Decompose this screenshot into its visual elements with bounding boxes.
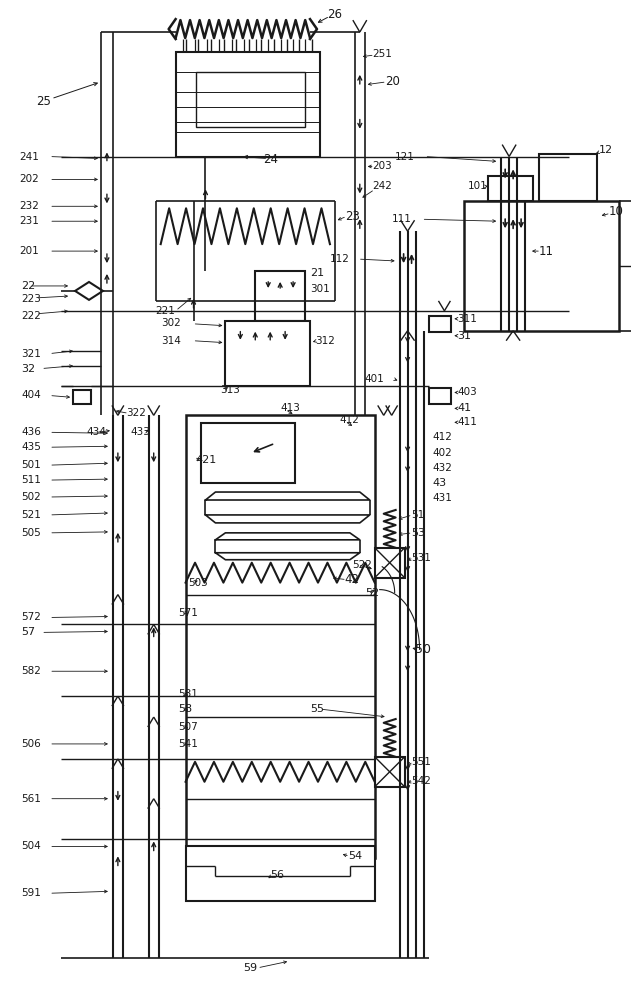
Text: 572: 572 <box>21 612 41 622</box>
Text: 312: 312 <box>315 336 335 346</box>
Text: 53: 53 <box>411 528 425 538</box>
Text: 591: 591 <box>21 888 41 898</box>
Text: 32: 32 <box>21 364 35 374</box>
Bar <box>255 271 305 321</box>
Bar <box>375 548 404 578</box>
Text: 202: 202 <box>20 174 39 184</box>
Text: 22: 22 <box>21 281 35 291</box>
Text: 41: 41 <box>458 403 471 413</box>
Text: 232: 232 <box>20 201 39 211</box>
Text: 23: 23 <box>345 210 360 223</box>
Text: 52: 52 <box>365 588 379 598</box>
Text: 54: 54 <box>348 851 362 861</box>
Text: 521: 521 <box>21 510 41 520</box>
Text: 221: 221 <box>155 306 176 316</box>
Text: 10: 10 <box>609 205 624 218</box>
Text: 561: 561 <box>21 794 41 804</box>
Text: 431: 431 <box>432 493 453 503</box>
Text: 31: 31 <box>458 331 471 341</box>
Text: 421: 421 <box>195 455 217 465</box>
Text: 502: 502 <box>21 492 41 502</box>
Text: 121: 121 <box>394 152 415 162</box>
Bar <box>539 154 597 201</box>
Text: 433: 433 <box>131 427 150 437</box>
Text: 412: 412 <box>340 415 360 425</box>
Text: 242: 242 <box>373 181 392 191</box>
Text: 401: 401 <box>365 374 384 384</box>
Text: 542: 542 <box>411 776 432 786</box>
Text: 51: 51 <box>411 510 425 520</box>
Text: 50: 50 <box>415 643 430 656</box>
Text: 503: 503 <box>188 578 209 588</box>
Bar <box>375 757 404 787</box>
Bar <box>430 388 451 404</box>
Text: 435: 435 <box>21 442 41 452</box>
Text: 12: 12 <box>599 145 613 155</box>
Text: 506: 506 <box>21 739 41 749</box>
Text: 322: 322 <box>126 408 146 418</box>
Text: 413: 413 <box>280 403 300 413</box>
Text: 511: 511 <box>21 475 41 485</box>
Text: 504: 504 <box>21 841 41 851</box>
Text: 436: 436 <box>21 427 41 437</box>
Bar <box>489 176 533 201</box>
Text: 402: 402 <box>432 448 453 458</box>
Bar <box>73 390 91 404</box>
Text: 505: 505 <box>21 528 41 538</box>
Text: 55: 55 <box>310 704 324 714</box>
Text: 404: 404 <box>21 390 41 400</box>
Text: 582: 582 <box>21 666 41 676</box>
Text: 24: 24 <box>263 153 277 166</box>
Bar <box>465 201 619 331</box>
Text: 551: 551 <box>411 757 432 767</box>
Text: 311: 311 <box>458 314 477 324</box>
Text: 581: 581 <box>179 689 198 699</box>
Text: 11: 11 <box>539 245 554 258</box>
Text: 231: 231 <box>20 216 39 226</box>
Text: 42: 42 <box>345 573 360 586</box>
Text: 571: 571 <box>179 608 198 618</box>
Text: 241: 241 <box>20 152 39 162</box>
Text: 20: 20 <box>385 75 399 88</box>
Text: 412: 412 <box>432 432 453 442</box>
Bar <box>176 52 320 157</box>
Text: 313: 313 <box>221 385 240 395</box>
Text: 111: 111 <box>392 214 411 224</box>
Text: 43: 43 <box>432 478 447 488</box>
Bar <box>186 846 375 901</box>
Text: 432: 432 <box>432 463 453 473</box>
Bar <box>186 415 375 858</box>
Text: 434: 434 <box>86 427 106 437</box>
Text: 203: 203 <box>373 161 392 171</box>
Text: 314: 314 <box>161 336 181 346</box>
Bar <box>200 423 295 483</box>
Text: 541: 541 <box>179 739 198 749</box>
Text: 501: 501 <box>21 460 41 470</box>
Text: 507: 507 <box>179 722 198 732</box>
Text: 112: 112 <box>330 254 350 264</box>
Text: 251: 251 <box>373 49 392 59</box>
Text: 59: 59 <box>243 963 257 973</box>
Text: 301: 301 <box>310 284 330 294</box>
Bar <box>430 316 451 332</box>
Text: 321: 321 <box>21 349 41 359</box>
Text: 26: 26 <box>327 8 342 21</box>
Bar <box>195 72 305 127</box>
Text: 222: 222 <box>21 311 41 321</box>
Text: 411: 411 <box>458 417 477 427</box>
Text: 58: 58 <box>179 704 193 714</box>
Text: 25: 25 <box>36 95 51 108</box>
Text: 21: 21 <box>310 268 324 278</box>
Text: 522: 522 <box>352 560 372 570</box>
Text: 403: 403 <box>458 387 477 397</box>
Text: 56: 56 <box>270 870 284 880</box>
Text: 531: 531 <box>411 553 432 563</box>
Text: 57: 57 <box>21 627 35 637</box>
Text: 101: 101 <box>468 181 487 191</box>
Bar <box>226 321 310 386</box>
Text: 201: 201 <box>20 246 39 256</box>
Text: 302: 302 <box>161 318 180 328</box>
Text: 223: 223 <box>21 294 41 304</box>
